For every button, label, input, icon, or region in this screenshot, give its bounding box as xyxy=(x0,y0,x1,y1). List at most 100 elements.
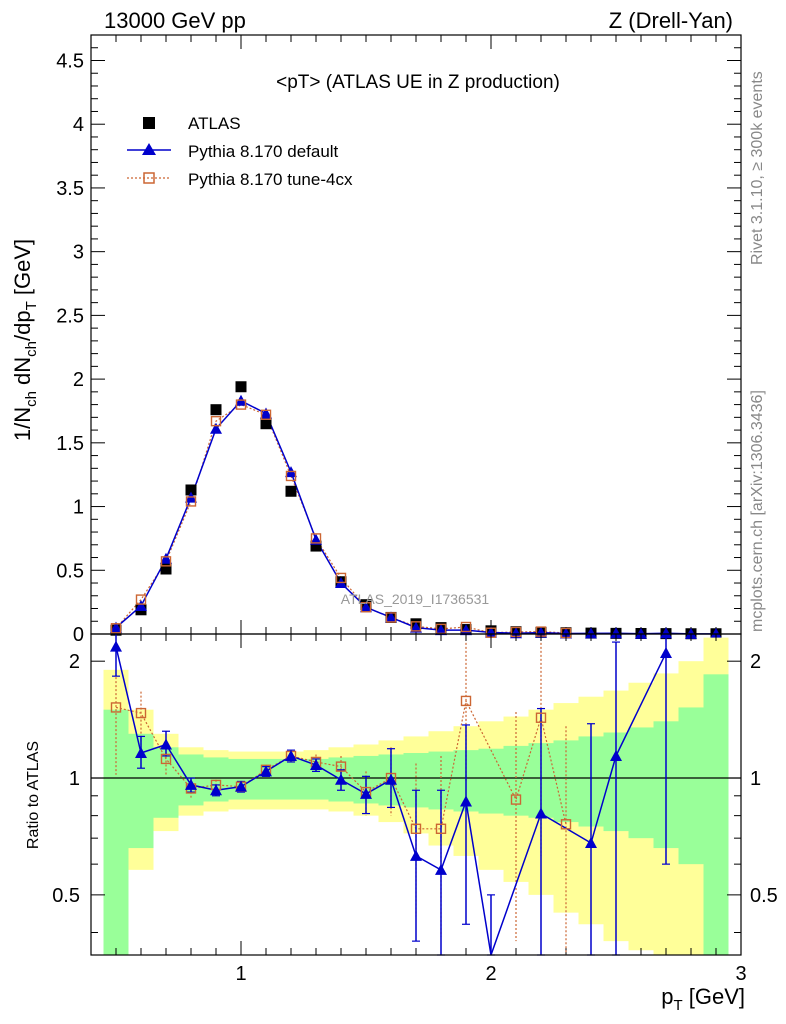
tune-point xyxy=(285,470,297,482)
ratio-xlabel: pT [GeV] xyxy=(661,984,745,1014)
tune-point xyxy=(135,594,147,605)
default-point xyxy=(510,627,522,639)
tune-point xyxy=(360,602,372,613)
tune-point xyxy=(160,556,172,567)
ratio-tune-point xyxy=(135,707,147,719)
ratio-default-point xyxy=(385,773,397,785)
legend: ATLAS Pythia 8.170 default Pythia 8.170 … xyxy=(127,114,353,189)
atlas-point xyxy=(160,563,172,575)
legend-default-marker xyxy=(142,143,156,155)
ratio-default-point xyxy=(135,747,147,759)
ratio-default-point xyxy=(160,738,172,750)
main-ytick-label: 1 xyxy=(73,497,84,519)
tune-point xyxy=(185,496,197,507)
default-point xyxy=(160,552,172,564)
ratio-default-point xyxy=(535,807,547,819)
ratio-default-point xyxy=(360,787,372,799)
ratio-band-stat xyxy=(553,740,579,823)
main-ylabel: 1/Nch dNch/dpT [GeV] xyxy=(10,239,40,441)
tune-point xyxy=(335,572,347,584)
default-point xyxy=(410,621,422,633)
default-point xyxy=(110,621,122,633)
tune-point xyxy=(110,623,122,634)
header-right: Z (Drell-Yan) xyxy=(609,8,733,33)
ratio-tune-point xyxy=(110,702,122,713)
ratio-tune-point xyxy=(410,823,422,834)
atlas-point xyxy=(185,484,197,496)
default-point xyxy=(310,533,322,545)
rivet-label: Rivet 3.1.10, ≥ 300k events xyxy=(749,71,766,265)
ratio-tune-point xyxy=(335,761,347,772)
ratio-tune-point xyxy=(160,753,172,765)
ratio-band-stat xyxy=(703,674,729,955)
default-point xyxy=(485,626,497,638)
default-point xyxy=(660,627,672,639)
main-ytick-label: 1.5 xyxy=(56,433,84,455)
default-point xyxy=(585,627,597,639)
default-point xyxy=(560,627,572,639)
ratio-tune-line xyxy=(115,699,567,830)
main-ytick-label: 2 xyxy=(73,369,84,391)
default-point xyxy=(360,601,372,613)
default-point xyxy=(710,627,722,639)
main-ytick-label: 3 xyxy=(73,242,84,264)
ratio-default-point xyxy=(210,784,222,796)
ratio-tune-point xyxy=(435,823,447,834)
atlas-point xyxy=(210,404,222,416)
ratio-default-point xyxy=(335,773,347,785)
ratio-band-stat xyxy=(678,707,704,865)
ratio-default-point xyxy=(660,646,672,658)
ratio-ytick-label: 2 xyxy=(69,651,80,673)
main-ytick-label: 4.5 xyxy=(56,50,84,72)
ratio-panel: 1 2 3 0.5 0.5 1 1 2 2 xyxy=(52,633,778,985)
legend-tune-label: Pythia 8.170 tune-4cx xyxy=(188,170,353,189)
ratio-band-stat xyxy=(278,758,304,800)
default-point xyxy=(210,422,222,434)
default-point xyxy=(610,627,622,639)
tune-point xyxy=(410,621,422,632)
ratio-xtick-label: 1 xyxy=(235,963,246,985)
legend-atlas-label: ATLAS xyxy=(188,114,241,133)
ratio-default-point xyxy=(610,749,622,761)
ratio-default-point xyxy=(460,795,472,807)
legend-default-label: Pythia 8.170 default xyxy=(188,142,339,161)
atlas-point xyxy=(235,381,247,393)
ratio-default-point xyxy=(285,749,297,761)
default-point xyxy=(135,599,147,611)
ratio-ytick-label-right: 1 xyxy=(750,768,761,790)
mcplots-label: mcplots.cern.ch [arXiv:1306.3436] xyxy=(749,390,766,632)
ratio-default-point xyxy=(235,780,247,792)
default-point xyxy=(635,627,647,639)
header-left: 13000 GeV pp xyxy=(104,8,246,33)
ratio-ylabel: Ratio to ATLAS xyxy=(25,741,42,849)
tune-point xyxy=(310,533,322,544)
tune-point xyxy=(460,621,472,633)
ratio-ytick-label: 1 xyxy=(69,768,80,790)
legend-tune-marker xyxy=(143,172,155,184)
tune-point xyxy=(385,612,397,623)
main-ytick-label: 3.5 xyxy=(56,178,84,200)
main-ytick-label: 0.5 xyxy=(56,560,84,582)
tune-point xyxy=(235,399,247,410)
ratio-default-point xyxy=(185,778,197,790)
ratio-xtick-label: 3 xyxy=(735,963,746,985)
atlas-point xyxy=(260,418,272,430)
default-point xyxy=(685,627,697,639)
ratio-band-stat xyxy=(628,727,654,839)
ratio-ytick-label: 0.5 xyxy=(52,885,80,907)
legend-atlas-marker xyxy=(143,117,155,129)
ratio-default-point xyxy=(310,759,322,771)
default-point xyxy=(435,624,447,636)
default-point xyxy=(535,626,547,638)
ratio-xtick-label: 2 xyxy=(485,963,496,985)
atlas-point xyxy=(310,540,322,552)
ratio-default-point xyxy=(435,863,447,875)
main-ytick-label: 2.5 xyxy=(56,305,84,327)
ratio-tune-point xyxy=(510,794,522,805)
tune-point xyxy=(210,415,222,427)
ratio-frame xyxy=(90,633,742,956)
main-title: <pT> (ATLAS UE in Z production) xyxy=(276,72,560,93)
ratio-ytick-label-right: 0.5 xyxy=(750,885,778,907)
ratio-band-stat xyxy=(478,748,504,814)
